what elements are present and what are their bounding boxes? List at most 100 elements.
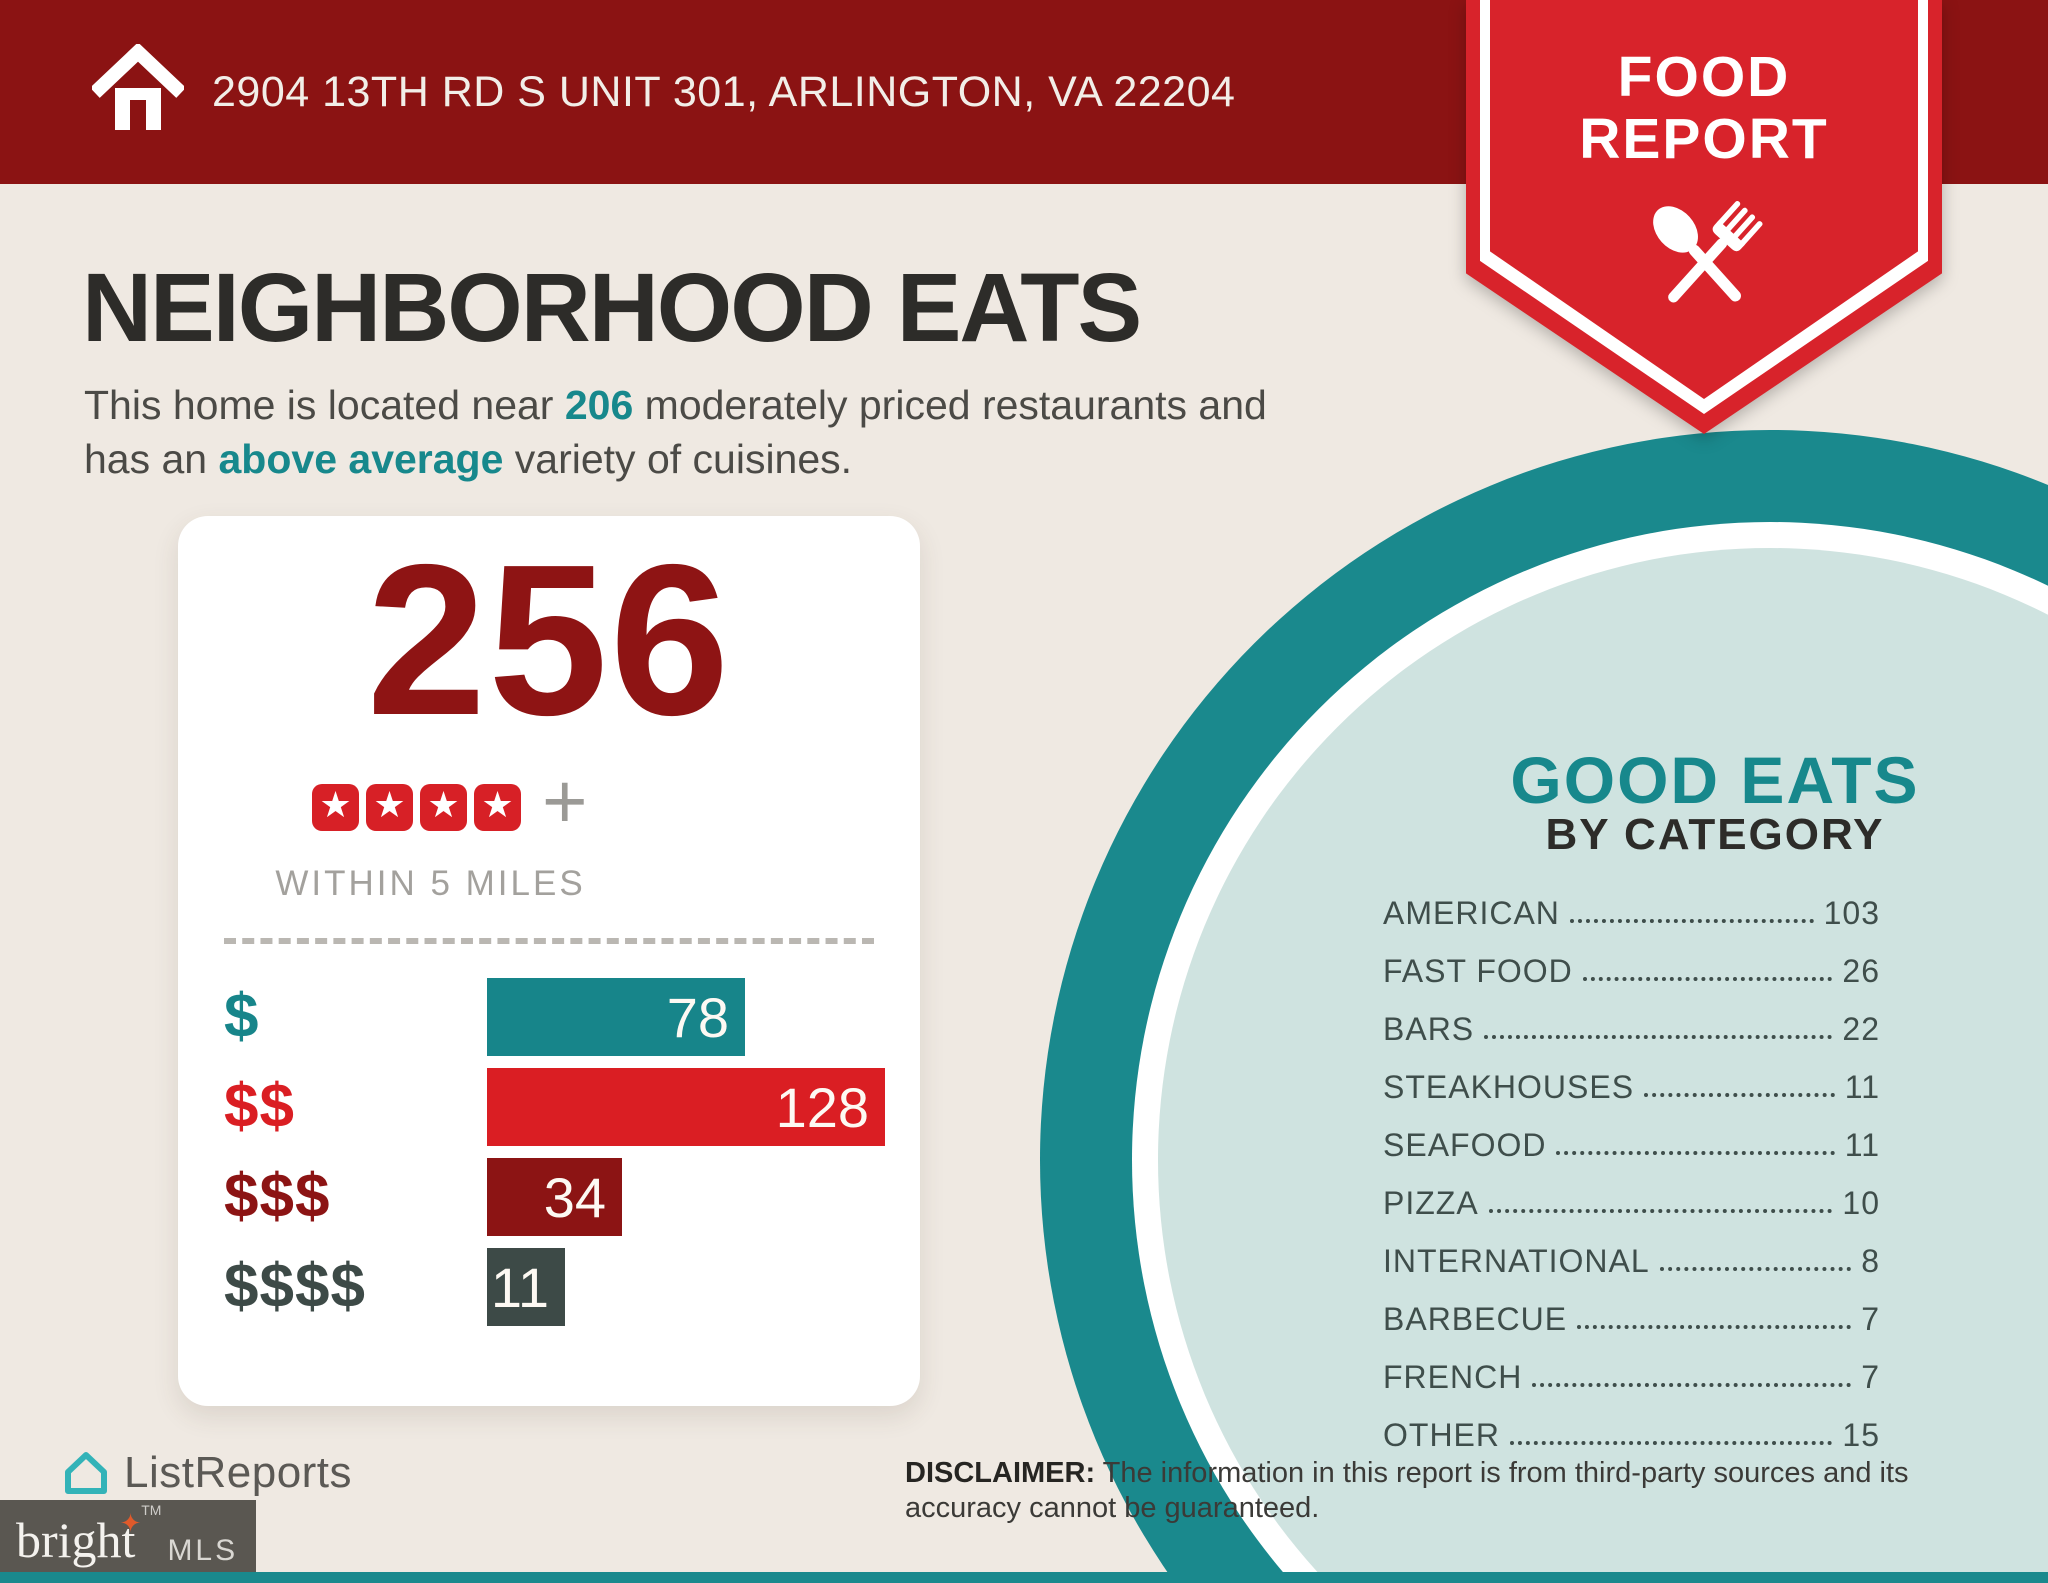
dotted-leader [1644, 1093, 1835, 1097]
category-name: STEAKHOUSES [1383, 1068, 1635, 1105]
listreports-house-icon [65, 1452, 107, 1494]
dotted-leader [1510, 1441, 1833, 1445]
intro-line1-pre: This home is located near [84, 382, 565, 428]
category-name: BARBECUE [1383, 1300, 1568, 1337]
category-name: BARS [1383, 1010, 1475, 1047]
category-count: 11 [1844, 1068, 1880, 1105]
category-row: SEAFOOD 11 [1383, 1116, 1880, 1174]
intro-paragraph: This home is located near 206 moderately… [84, 378, 1267, 486]
category-name: FAST FOOD [1383, 952, 1573, 989]
disclaimer-label: DISCLAIMER: [905, 1457, 1096, 1489]
dotted-leader [1582, 977, 1833, 981]
mls-wordmark: MLS [167, 1534, 239, 1567]
category-row: BARS 22 [1383, 1000, 1880, 1058]
category-count: 26 [1842, 952, 1880, 989]
listreports-wordmark: ListReports [124, 1448, 353, 1497]
price-tier-label: $$ [224, 1072, 295, 1141]
dotted-leader [1577, 1325, 1852, 1329]
good-eats-subtitle: BY CATEGORY [1545, 810, 1885, 859]
category-name: OTHER [1383, 1416, 1500, 1453]
dotted-leader [1556, 1151, 1835, 1155]
price-tier-value: 128 [775, 1075, 869, 1139]
disclaimer-body: The information in this report is from t… [905, 1457, 1909, 1524]
category-row: OTHER 15 [1383, 1406, 1880, 1464]
category-count: 11 [1844, 1126, 1880, 1163]
price-tier-value: 34 [543, 1165, 606, 1229]
price-tier-label: $$$$ [224, 1252, 366, 1321]
price-bar-row: $ 78 [178, 978, 920, 1056]
intro-line-2: has an above average variety of cuisines… [84, 432, 1267, 486]
price-tier-bar: 34 [487, 1158, 622, 1236]
price-tier-value: 11 [490, 1255, 549, 1319]
price-bar-row: $$$ 34 [178, 1158, 920, 1236]
dotted-leader [1532, 1383, 1852, 1387]
intro-line-1: This home is located near 206 moderately… [84, 378, 1267, 432]
price-bar-row: $$ 128 [178, 1068, 920, 1146]
category-count: 8 [1861, 1242, 1880, 1279]
property-address: 2904 13TH RD S UNIT 301, ARLINGTON, VA 2… [212, 67, 1236, 116]
good-eats-title: GOOD EATS [1510, 743, 1920, 817]
dashed-divider [224, 938, 874, 944]
ribbon-title: FOOD REPORT [1466, 46, 1942, 170]
dotted-leader [1488, 1209, 1833, 1213]
category-name: FRENCH [1383, 1358, 1523, 1395]
bright-wordmark: bright ✦ TM [16, 1503, 161, 1565]
dotted-leader [1659, 1267, 1852, 1271]
total-restaurants-value: 256 [366, 519, 732, 760]
category-count: 7 [1861, 1300, 1880, 1337]
trademark-symbol: TM [141, 1502, 162, 1518]
category-name: PIZZA [1383, 1184, 1479, 1221]
variety-highlight: above average [218, 436, 504, 482]
intro-line2-pre: has an [84, 436, 219, 482]
plus-icon: + [542, 757, 588, 845]
spoon-fork-icon [1624, 186, 1784, 341]
intro-line2-post: variety of cuisines. [503, 436, 853, 482]
category-row: STEAKHOUSES 11 [1383, 1058, 1880, 1116]
category-row: FAST FOOD 26 [1383, 942, 1880, 1000]
ribbon-title-line2: REPORT [1579, 107, 1829, 171]
category-count: 7 [1861, 1358, 1880, 1395]
ribbon-title-line1: FOOD [1617, 45, 1791, 109]
price-tier-value: 78 [666, 985, 729, 1049]
dotted-leader [1569, 919, 1814, 923]
intro-line1-post: moderately priced restaurants and [633, 382, 1267, 428]
rating-stars-row: ★ ★ ★ ★ + [312, 762, 588, 846]
category-count: 22 [1842, 1010, 1880, 1047]
page-title: NEIGHBORHOOD EATS [82, 253, 1142, 362]
category-row: AMERICAN 103 [1383, 884, 1880, 942]
disclaimer-text: DISCLAIMER: The information in this repo… [905, 1456, 1985, 1526]
category-name: INTERNATIONAL [1383, 1242, 1650, 1279]
restaurant-summary-card: 256 ★ ★ ★ ★ + WITHIN 5 MILES $ 78 $$ 128… [178, 516, 920, 1406]
restaurant-count: 206 [564, 382, 634, 428]
category-count: 103 [1823, 894, 1880, 931]
price-tier-bar: 78 [487, 978, 745, 1056]
price-bar-row: $$$$ 11 [178, 1248, 920, 1326]
category-row: INTERNATIONAL 8 [1383, 1232, 1880, 1290]
price-tier-label: $ [224, 982, 260, 1051]
price-tier-bar: 11 [487, 1248, 565, 1326]
star-icon: ★ [366, 783, 413, 831]
category-list: AMERICAN 103 FAST FOOD 26 BARS 22 STEAKHOUS… [1383, 884, 1880, 1464]
within-radius-label: WITHIN 5 MILES [275, 864, 586, 903]
category-row: BARBECUE 7 [1383, 1290, 1880, 1348]
dotted-leader [1484, 1035, 1833, 1039]
bright-mls-logo: bright ✦ TM MLS [0, 1500, 256, 1580]
price-tier-label: $$$ [224, 1162, 331, 1231]
category-name: AMERICAN [1383, 894, 1560, 931]
listreports-logo: ListReports [60, 1448, 352, 1498]
price-tier-bar: 128 [487, 1068, 885, 1146]
star-icon: ★ [474, 783, 521, 831]
bright-star-icon: ✦ [119, 1509, 142, 1538]
good-eats-circle [1040, 430, 2048, 1583]
star-icon: ★ [312, 783, 359, 831]
category-name: SEAFOOD [1383, 1126, 1547, 1163]
category-count: 10 [1842, 1184, 1880, 1221]
home-icon [90, 42, 186, 141]
star-icon: ★ [420, 783, 467, 831]
category-count: 15 [1842, 1416, 1880, 1453]
category-row: FRENCH 7 [1383, 1348, 1880, 1406]
bottom-teal-strip [0, 1572, 2048, 1583]
category-row: PIZZA 10 [1383, 1174, 1880, 1232]
food-report-ribbon: FOOD REPORT [1466, 0, 1942, 434]
